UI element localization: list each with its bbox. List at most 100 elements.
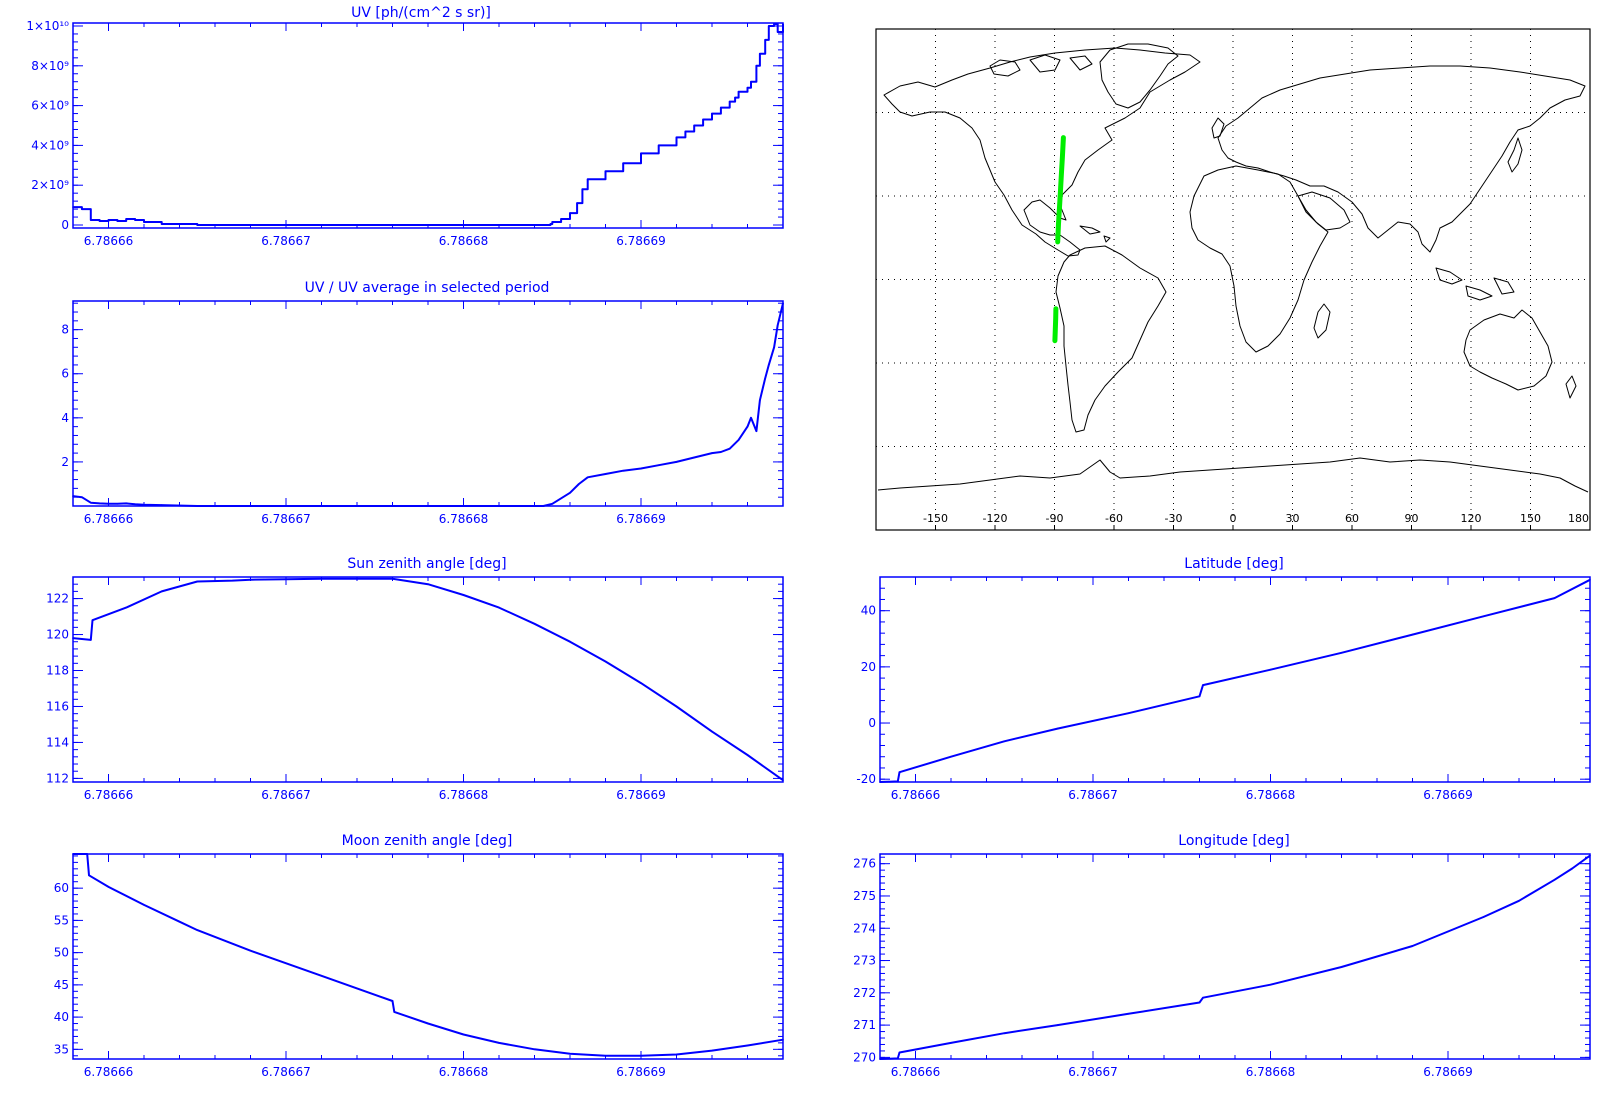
- sun-zenith-series-line: [72, 577, 784, 782]
- uv-data-point: [98, 220, 101, 222]
- moon-zenith-title: Moon zenith angle [deg]: [342, 833, 513, 849]
- moon-zenith-data-point: [462, 1033, 465, 1036]
- moon-zenith-series-line: [73, 853, 784, 1057]
- uv-data-point: [604, 170, 607, 173]
- map-x-tick-label: -120: [983, 512, 1008, 525]
- uv-ratio-data-point: [569, 492, 571, 494]
- latitude-data-point: [1589, 579, 1591, 581]
- sun-zenith-data-point: [320, 578, 323, 580]
- map-x-tick-label: -60: [1105, 512, 1123, 525]
- uv-ratio-data-point: [116, 503, 119, 505]
- map-x-tick-label: 60: [1345, 512, 1359, 525]
- coastline-new-zealand: [1565, 375, 1577, 399]
- coastline-arabia: [1297, 191, 1351, 231]
- sun-zenith-data-point: [125, 606, 127, 609]
- longitude-data-point: [1589, 854, 1591, 857]
- moon-zenith-x-tick-label: 6.78669: [616, 1065, 666, 1079]
- map-x-tick-label: 30: [1286, 512, 1300, 525]
- sun-zenith-data-point: [90, 639, 92, 641]
- uv-data-point: [776, 31, 779, 33]
- uv-ratio-data-point: [551, 503, 554, 505]
- uv-ratio-series-line: [72, 302, 784, 507]
- longitude-data-point: [1411, 945, 1414, 947]
- uv-ratio-data-point: [750, 417, 752, 419]
- uv-ratio-data-point: [737, 439, 740, 441]
- longitude-data-point: [1553, 879, 1556, 881]
- longitude-data-point: [1003, 1032, 1006, 1034]
- uv-data-point: [551, 221, 554, 223]
- uv-series-line: [73, 23, 784, 226]
- moon-zenith-x-tick-label: 6.78667: [261, 1065, 311, 1079]
- chart-series: [72, 23, 1591, 1060]
- sun-zenith-data-point: [675, 705, 678, 708]
- sun-zenith-data-point: [91, 619, 94, 621]
- sun-zenith-data-point: [427, 583, 429, 585]
- uv-ratio-data-point: [640, 467, 642, 470]
- uv-data-point: [768, 25, 770, 27]
- uv-data-point: [764, 39, 766, 41]
- longitude-x-tick-label: 6.78668: [1246, 1065, 1296, 1079]
- moon-zenith-y-tick-label: 35: [54, 1042, 69, 1056]
- moon-zenith-data-point: [675, 1053, 678, 1056]
- moon-zenith-data-point: [391, 1000, 394, 1002]
- uv-data-point: [90, 219, 92, 221]
- latitude-data-point: [1202, 684, 1204, 686]
- uv-data-point: [759, 53, 761, 55]
- moon-zenith-data-point: [746, 1044, 749, 1047]
- moon-zenith-data-point: [178, 920, 181, 923]
- uv-data-point: [569, 212, 571, 214]
- sun-zenith-data-point: [196, 580, 199, 583]
- coastline-caribbean: [1079, 225, 1111, 243]
- moon-zenith-data-point: [427, 1022, 429, 1025]
- longitude-y-tick-label: 272: [853, 986, 876, 1000]
- map-x-tick-label: 180: [1568, 512, 1589, 525]
- uv-data-point: [160, 223, 163, 225]
- moon-zenith-data-point: [782, 1038, 784, 1041]
- moon-zenith-data-point: [320, 975, 323, 977]
- coastline-antarctica: [877, 457, 1589, 493]
- uv-data-point: [107, 219, 110, 221]
- uv-ratio-data-point: [782, 302, 784, 305]
- longitude-data-point: [879, 1058, 881, 1060]
- latitude-y-tick-label: 20: [861, 660, 876, 674]
- uv-data-point: [746, 86, 749, 89]
- uv-ratio-data-point: [160, 504, 163, 506]
- longitude-x-tick-label: 6.78669: [1423, 1065, 1473, 1079]
- moon-zenith-data-point: [711, 1049, 713, 1052]
- uv-data-point: [693, 124, 695, 127]
- longitude-data-point: [1056, 1024, 1059, 1026]
- sun-zenith-data-point: [391, 578, 394, 580]
- uv-data-point: [586, 178, 589, 180]
- uv-data-point: [462, 224, 465, 226]
- latitude-data-point: [897, 780, 899, 783]
- uv-plot-frame: [72, 22, 784, 229]
- uv-ratio-y-tick-label: 2: [61, 455, 69, 469]
- moon-zenith-data-point: [393, 1011, 396, 1013]
- longitude-data-point: [1202, 996, 1204, 999]
- longitude-data-point: [1571, 867, 1573, 870]
- map-x-axis: -150 -120 -90 -60 -30 0 30 60 90 120 150 180: [923, 512, 1591, 530]
- uv-ratio-y-tick-label: 4: [61, 411, 69, 425]
- coastline-greenland: [1099, 43, 1179, 109]
- latitude-data-point: [1340, 652, 1343, 654]
- coastline-europe-asia: [1217, 65, 1586, 253]
- moon-zenith-y-tick-label: 50: [54, 946, 69, 960]
- uv-ratio-x-tick-label: 6.78666: [84, 512, 134, 526]
- sun-zenith-x-tick-label: 6.78669: [616, 788, 666, 802]
- uv-ratio-x-tick-label: 6.78667: [261, 512, 311, 526]
- uv-ratio-data-point: [107, 503, 110, 505]
- sun-zenith-data-point: [782, 779, 784, 781]
- coastline-south-america: [1055, 245, 1167, 433]
- uv-ratio-data-point: [693, 456, 695, 459]
- longitude-data-point: [950, 1042, 952, 1044]
- sun-zenith-plot-frame: [72, 576, 784, 783]
- uv-ratio-data-point: [134, 503, 136, 506]
- uv-ratio-data-point: [657, 464, 660, 467]
- longitude-x-tick-label: 6.78666: [891, 1065, 941, 1079]
- uv-ratio-data-point: [711, 452, 713, 454]
- latitude-x-tick-label: 6.78667: [1068, 788, 1118, 802]
- map-x-tick-label: 120: [1461, 512, 1482, 525]
- uv-data-point: [560, 218, 562, 220]
- sun-zenith-x-tick-label: 6.78666: [84, 788, 134, 802]
- uv-y-tick-label: 1×10¹⁰: [26, 19, 69, 33]
